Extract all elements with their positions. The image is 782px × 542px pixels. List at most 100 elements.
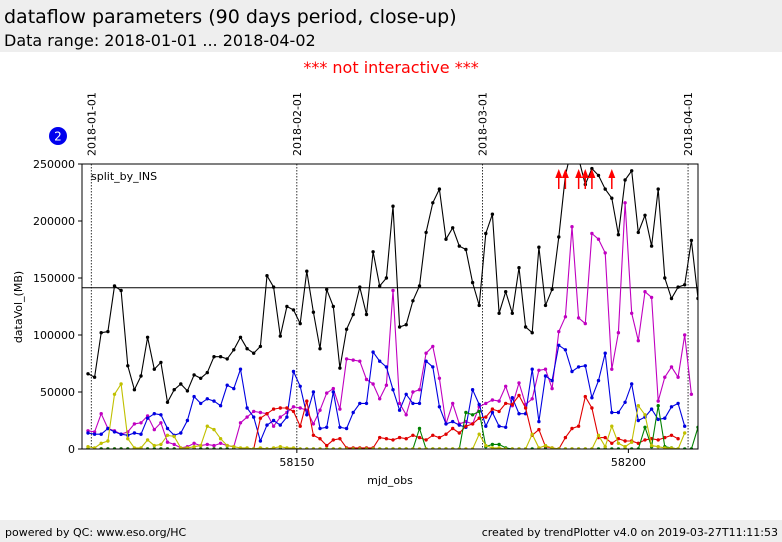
data-point <box>550 386 554 391</box>
data-point <box>683 431 687 435</box>
data-point <box>179 446 183 449</box>
data-point <box>457 244 461 248</box>
data-point <box>126 364 130 368</box>
data-point <box>411 401 415 406</box>
data-point <box>384 276 389 280</box>
data-point <box>464 247 468 252</box>
data-point <box>669 405 674 409</box>
data-point <box>291 369 296 374</box>
data-point <box>99 331 103 335</box>
overflow-arrow-head <box>588 169 596 178</box>
data-point <box>199 376 203 380</box>
data-point <box>358 401 362 406</box>
data-point <box>444 432 448 436</box>
data-point <box>397 401 402 406</box>
data-point <box>457 423 461 427</box>
data-point <box>537 368 541 372</box>
data-point <box>218 437 223 441</box>
data-point <box>557 329 561 334</box>
data-point <box>298 424 302 428</box>
data-point <box>305 413 309 417</box>
data-point <box>404 392 408 396</box>
data-point <box>570 225 574 229</box>
data-point <box>397 325 402 329</box>
data-point <box>218 404 223 408</box>
data-point <box>139 374 143 378</box>
data-point <box>106 426 110 431</box>
data-point <box>238 421 243 425</box>
data-point <box>126 437 130 441</box>
data-point <box>676 375 680 379</box>
data-point <box>484 415 488 419</box>
data-point <box>424 359 428 363</box>
data-point <box>596 378 601 383</box>
plot-frame <box>81 163 699 450</box>
data-point <box>689 238 694 243</box>
data-point <box>271 418 276 423</box>
data-point <box>616 331 621 335</box>
data-point <box>484 424 488 428</box>
data-point <box>490 398 495 402</box>
data-point <box>623 400 627 404</box>
data-point <box>596 237 601 241</box>
data-point <box>477 432 481 436</box>
data-point <box>543 303 548 308</box>
data-point <box>577 157 580 160</box>
data-point <box>152 427 156 432</box>
data-point <box>583 364 587 368</box>
data-point <box>364 312 369 317</box>
data-point <box>576 316 581 320</box>
data-point <box>610 367 614 371</box>
data-point <box>583 394 587 399</box>
data-point <box>590 396 594 400</box>
data-point <box>636 339 640 343</box>
data-point <box>325 391 329 395</box>
page-title: dataflow parameters (90 days period, clo… <box>4 6 457 28</box>
data-point <box>490 407 495 411</box>
data-point <box>497 409 501 414</box>
data-point <box>145 335 150 339</box>
data-point <box>152 443 156 448</box>
y-tick-label: 250000 <box>33 158 75 171</box>
data-point <box>451 401 455 406</box>
data-point <box>112 392 117 396</box>
data-point <box>484 443 488 448</box>
data-point <box>305 399 309 403</box>
data-point <box>497 311 501 315</box>
data-point <box>616 441 621 445</box>
data-point <box>623 201 627 205</box>
series-group <box>86 157 698 449</box>
data-point <box>537 427 541 432</box>
data-point <box>278 445 282 449</box>
data-point <box>537 245 541 249</box>
data-point <box>451 226 455 230</box>
data-point <box>338 366 342 370</box>
data-point <box>656 404 660 408</box>
data-point <box>192 394 196 399</box>
data-point <box>683 424 687 428</box>
data-point <box>364 401 369 406</box>
x-axis-label: mjd_obs <box>367 474 413 487</box>
data-point <box>212 443 216 448</box>
data-point <box>444 422 448 426</box>
data-point <box>325 443 329 448</box>
data-point <box>563 435 568 440</box>
data-point <box>331 304 335 309</box>
badge-number: 2 <box>54 130 62 144</box>
x-tick-label: 58200 <box>611 456 646 469</box>
data-point <box>139 432 143 436</box>
data-point <box>603 351 607 355</box>
data-point <box>470 422 475 426</box>
data-point <box>683 333 687 337</box>
overflow-arrow-head <box>555 169 563 178</box>
data-point <box>285 415 289 419</box>
data-point <box>616 410 621 415</box>
plot-area: 2018-01-01 2018-02-01 2018-03-01 2018-04-01… <box>33 92 699 469</box>
data-point <box>576 365 581 369</box>
data-point <box>92 446 97 449</box>
data-point <box>504 425 508 429</box>
data-point <box>464 410 468 415</box>
overflow-arrow-head <box>575 169 583 178</box>
data-point <box>543 443 548 448</box>
data-point <box>291 308 296 312</box>
